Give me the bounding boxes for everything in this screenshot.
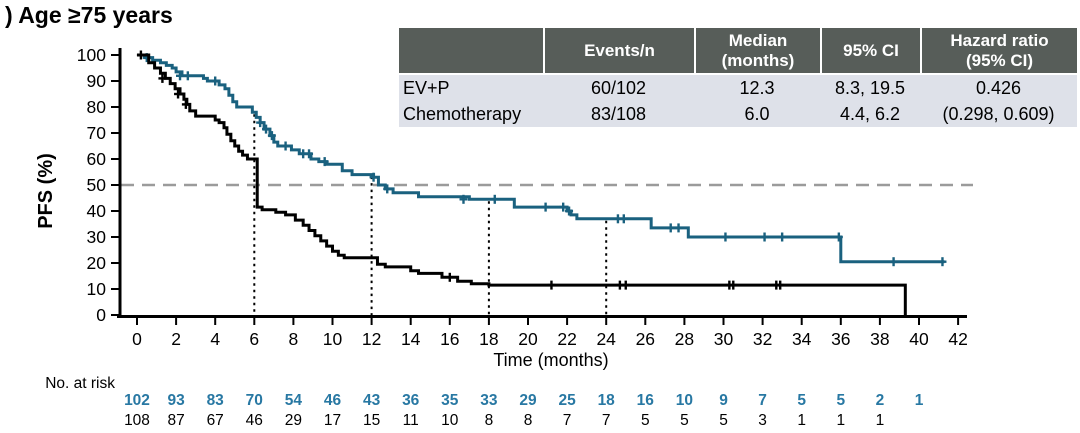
stats-header-ci: 95% CI — [820, 28, 920, 75]
y-tick-label: 100 — [77, 45, 106, 65]
at-risk-value: 1 — [876, 412, 885, 429]
at-risk-value: 7 — [602, 412, 611, 429]
x-tick-label: 14 — [401, 329, 421, 349]
at-risk-value: 5 — [641, 412, 650, 429]
stats-header-hr: Hazard ratio (95% CI) — [920, 28, 1077, 75]
at-risk-value: 87 — [167, 412, 184, 429]
stats-row-evp-events: 60/102 — [543, 75, 694, 101]
stats-row-chemo-hr: (0.298, 0.609) — [920, 101, 1077, 127]
x-tick-label: 36 — [831, 329, 850, 349]
at-risk-value: 54 — [285, 392, 303, 409]
stats-row-evp-label: EV+P — [399, 75, 543, 101]
at-risk-value: 29 — [519, 392, 537, 409]
x-tick-label: 16 — [440, 329, 459, 349]
stats-header-events: Events/n — [543, 28, 694, 75]
at-risk-value: 33 — [480, 392, 498, 409]
at-risk-value: 5 — [836, 392, 845, 409]
x-axis-title: Time (months) — [493, 350, 608, 370]
at-risk-value: 3 — [758, 412, 767, 429]
y-tick-label: 20 — [87, 253, 107, 273]
at-risk-value: 83 — [207, 392, 225, 409]
at-risk-value: 5 — [719, 412, 728, 429]
y-axis-title: PFS (%) — [35, 153, 57, 229]
at-risk-value: 10 — [676, 392, 693, 409]
x-tick-label: 18 — [479, 329, 498, 349]
x-tick-label: 0 — [132, 329, 142, 349]
x-tick-label: 28 — [675, 329, 694, 349]
at-risk-value: 7 — [758, 392, 767, 409]
at-risk-value: 8 — [485, 412, 494, 429]
stats-row-evp-median: 12.3 — [694, 75, 820, 101]
at-risk-value: 36 — [402, 392, 420, 409]
at-risk-value: 10 — [441, 412, 459, 429]
x-tick-label: 42 — [948, 329, 967, 349]
at-risk-value: 29 — [285, 412, 302, 429]
at-risk-value: 46 — [324, 392, 342, 409]
at-risk-value: 11 — [403, 412, 419, 429]
at-risk-value: 35 — [441, 392, 459, 409]
y-tick-label: 40 — [87, 201, 107, 221]
x-tick-label: 34 — [792, 329, 812, 349]
at-risk-value: 9 — [719, 392, 728, 409]
stats-row-chemo-median: 6.0 — [694, 101, 820, 127]
at-risk-value: 25 — [558, 392, 576, 409]
x-tick-label: 4 — [210, 329, 220, 349]
x-tick-label: 26 — [636, 329, 655, 349]
at-risk-value: 108 — [124, 412, 150, 429]
at-risk-value: 7 — [563, 412, 572, 429]
x-tick-label: 40 — [909, 329, 929, 349]
y-tick-label: 90 — [87, 71, 107, 91]
at-risk-value: 5 — [797, 392, 806, 409]
at-risk-value: 1 — [915, 392, 924, 409]
stats-row-evp-ci: 8.3, 19.5 — [820, 75, 920, 101]
stats-header-blank — [399, 28, 543, 75]
at-risk-value: 70 — [246, 392, 263, 409]
stats-row-chemo-ci: 4.4, 6.2 — [820, 101, 920, 127]
stats-header-median: Median (months) — [694, 28, 820, 75]
x-tick-label: 38 — [870, 329, 889, 349]
at-risk-value: 102 — [124, 392, 150, 409]
at-risk-value: 67 — [207, 412, 224, 429]
stats-row-evp-hr: 0.426 — [920, 75, 1077, 101]
x-tick-label: 24 — [596, 329, 616, 349]
x-tick-label: 2 — [171, 329, 181, 349]
at-risk-value: 1 — [836, 412, 845, 429]
y-tick-label: 50 — [87, 175, 107, 195]
x-tick-label: 8 — [289, 329, 299, 349]
at-risk-value: 17 — [324, 412, 341, 429]
at-risk-title: No. at risk — [45, 375, 115, 392]
x-tick-label: 6 — [249, 329, 259, 349]
stats-row-chemo-label: Chemotherapy — [399, 101, 543, 127]
at-risk-value: 46 — [246, 412, 263, 429]
y-tick-label: 70 — [87, 123, 107, 143]
x-tick-label: 12 — [362, 329, 381, 349]
stats-table: Events/n Median (months) 95% CI Hazard r… — [399, 28, 1077, 127]
y-tick-label: 80 — [87, 97, 107, 117]
y-tick-label: 30 — [87, 227, 107, 247]
at-risk-value: 16 — [637, 392, 655, 409]
y-tick-label: 0 — [96, 305, 106, 325]
y-tick-label: 10 — [87, 279, 107, 299]
x-tick-label: 32 — [753, 329, 772, 349]
x-tick-label: 22 — [557, 329, 576, 349]
x-tick-label: 10 — [323, 329, 343, 349]
at-risk-value: 93 — [167, 392, 185, 409]
x-tick-label: 30 — [714, 329, 734, 349]
at-risk-value: 18 — [598, 392, 616, 409]
at-risk-value: 1 — [797, 412, 806, 429]
at-risk-value: 43 — [363, 392, 381, 409]
panel-title: ) Age ≥75 years — [5, 2, 173, 28]
y-tick-label: 60 — [87, 149, 107, 169]
at-risk-value: 15 — [363, 412, 380, 429]
at-risk-value: 5 — [680, 412, 689, 429]
at-risk-value: 2 — [876, 392, 885, 409]
at-risk-value: 8 — [524, 412, 533, 429]
x-tick-label: 20 — [518, 329, 538, 349]
stats-row-chemo-events: 83/108 — [543, 101, 694, 127]
